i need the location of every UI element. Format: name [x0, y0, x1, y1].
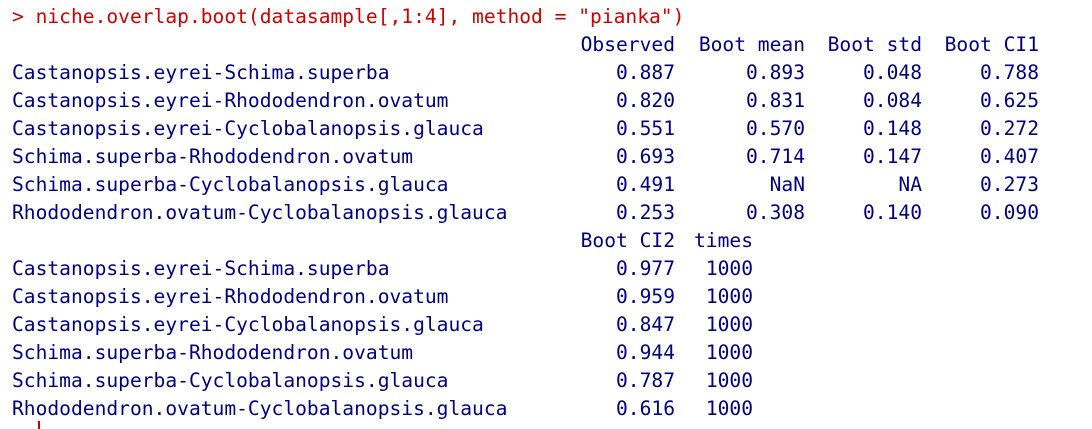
table1-cell-observed: 0.887 [616, 61, 675, 84]
table1-cell-boot-mean: NaN [769, 173, 805, 196]
table2-cell-times: 1000 [705, 341, 753, 364]
table1-cell-boot-ci1: 0.273 [980, 173, 1039, 196]
table1-row-name: Castanopsis.eyrei-Rhododendron.ovatum [12, 89, 449, 112]
table1-cell-boot-mean: 0.714 [746, 145, 805, 168]
table1-header-boot-mean: Boot mean [698, 33, 805, 56]
table1-cell-boot-mean: 0.308 [746, 201, 805, 224]
table1-row-name: Schima.superba-Rhododendron.ovatum [12, 145, 414, 168]
table2-cell-times: 1000 [705, 285, 753, 308]
table2-header-boot-ci2: Boot CI2 [580, 229, 675, 252]
table1-cell-boot-ci1: 0.407 [980, 145, 1039, 168]
command-line: > niche.overlap.boot(datasample[,1:4], m… [12, 3, 684, 31]
table1-cell-boot-mean: 0.831 [746, 89, 805, 112]
table1-header-boot-ci1: Boot CI1 [944, 33, 1039, 56]
table1-row-name: Castanopsis.eyrei-Schima.superba [12, 61, 390, 84]
table1-cell-boot-mean: 0.570 [746, 117, 805, 140]
table1-header-boot-std: Boot std [827, 33, 922, 56]
table1-cell-observed: 0.820 [616, 89, 675, 112]
table1-cell-boot-std: 0.140 [863, 201, 922, 224]
table2-cell-boot-ci2: 0.847 [616, 313, 675, 336]
table1-cell-observed: 0.693 [616, 145, 675, 168]
table2-cell-times: 1000 [705, 397, 753, 420]
table2-row-name: Schima.superba-Cyclobalanopsis.glauca [12, 369, 449, 392]
table1-cell-observed: 0.253 [616, 201, 675, 224]
table1-cell-boot-ci1: 0.272 [980, 117, 1039, 140]
table1-cell-boot-std: NA [898, 173, 922, 196]
table1-cell-boot-std: 0.147 [863, 145, 922, 168]
table2-cell-boot-ci2: 0.977 [616, 257, 675, 280]
table1-row-name: Schima.superba-Cyclobalanopsis.glauca [12, 173, 449, 196]
table1-cell-observed: 0.551 [616, 117, 675, 140]
table2-cell-times: 1000 [705, 369, 753, 392]
table2-header-times: times [694, 229, 753, 252]
table1-cell-boot-ci1: 0.090 [980, 201, 1039, 224]
table2-cell-boot-ci2: 0.944 [616, 341, 675, 364]
table1-cell-boot-mean: 0.893 [746, 61, 805, 84]
table1-cell-boot-std: 0.048 [863, 61, 922, 84]
prompt-symbol: > [12, 5, 24, 28]
table2-cell-boot-ci2: 0.616 [616, 397, 675, 420]
table1-row-name: Castanopsis.eyrei-Cyclobalanopsis.glauca [12, 117, 484, 140]
table1-cell-observed: 0.491 [616, 173, 675, 196]
table2-cell-times: 1000 [705, 257, 753, 280]
table2-cell-boot-ci2: 0.787 [616, 369, 675, 392]
table2-row-name: Castanopsis.eyrei-Schima.superba [12, 257, 390, 280]
table1-cell-boot-std: 0.084 [863, 89, 922, 112]
table2-cell-times: 1000 [705, 313, 753, 336]
table1-row-name: Rhododendron.ovatum-Cyclobalanopsis.glau… [12, 201, 508, 224]
command-text: niche.overlap.boot(datasample[,1:4], met… [35, 5, 685, 28]
table2-row-name: Castanopsis.eyrei-Cyclobalanopsis.glauca [12, 313, 484, 336]
table2-row-name: Schima.superba-Rhododendron.ovatum [12, 341, 414, 364]
table1-cell-boot-ci1: 0.788 [980, 61, 1039, 84]
table2-cell-boot-ci2: 0.959 [616, 285, 675, 308]
table2-row-name: Castanopsis.eyrei-Rhododendron.ovatum [12, 285, 449, 308]
table2-row-name: Rhododendron.ovatum-Cyclobalanopsis.glau… [12, 397, 508, 420]
table1-cell-boot-ci1: 0.625 [980, 89, 1039, 112]
table1-header-observed: Observed [580, 33, 675, 56]
table1-cell-boot-std: 0.148 [863, 117, 922, 140]
input-caret [38, 421, 40, 429]
